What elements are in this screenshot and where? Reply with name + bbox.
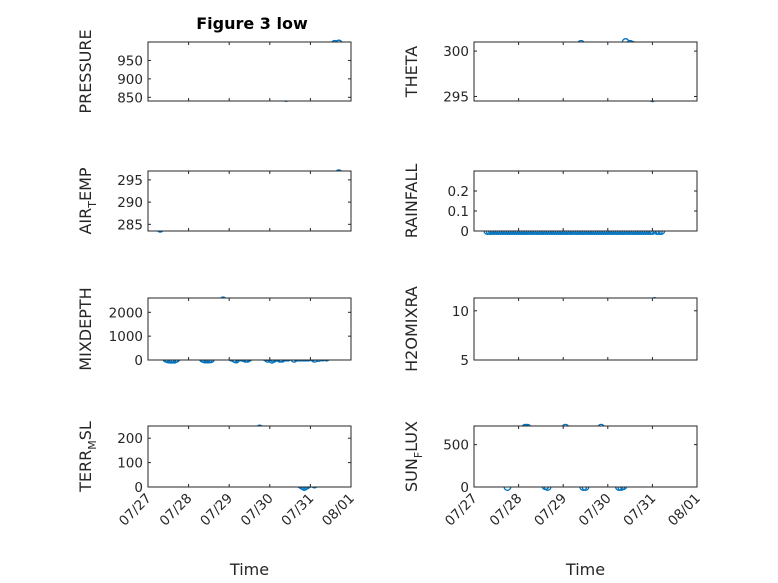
- y-tick-label: 1000: [109, 329, 143, 345]
- y-tick-label: 295: [117, 173, 143, 189]
- subplot-sun_flux: 0 500 SUNFLUX: [402, 421, 698, 496]
- axes-box: [147, 41, 352, 102]
- y-tick-label: 5: [460, 353, 469, 369]
- axes-box: [473, 170, 698, 232]
- y-axis-label: TERRMSL: [76, 421, 99, 493]
- y-axis-label: SUNFLUX: [402, 421, 425, 492]
- y-tick-label: 950: [117, 53, 143, 69]
- axes-box: [147, 297, 352, 361]
- subplot-mixdepth: 0 1000 2000 MIXDEPTH: [76, 287, 352, 371]
- tick-marks: [147, 42, 352, 101]
- x-axis-label: Time: [565, 560, 605, 579]
- subplot-h2omixra: 5 10 H2OMIXRA: [402, 286, 698, 372]
- x-tick-label: 08/01: [665, 491, 704, 530]
- axes-box: [473, 41, 698, 102]
- subplot-terr_msl: 0 100 200 TERRMSL: [76, 421, 352, 496]
- y-tick-label: 500: [443, 438, 469, 454]
- tick-marks: [147, 171, 352, 231]
- tick-marks: [147, 426, 352, 488]
- subplot-grid: 850 900 950 PRESSURE 295 300 THETA 285 290 295 AIR…: [76, 29, 704, 579]
- x-tick-label: 07/28: [487, 491, 526, 530]
- tick-marks: [473, 298, 698, 361]
- x-tick-label: 07/30: [576, 491, 615, 530]
- axes-box: [473, 425, 698, 488]
- x-tick-label: 07/29: [197, 491, 236, 530]
- y-tick-label: 285: [117, 217, 143, 233]
- y-axis-label: H2OMIXRA: [402, 286, 421, 372]
- tick-marks: [473, 426, 698, 488]
- subplot-air_temp: 285 290 295 AIRTEMP: [76, 167, 352, 235]
- y-axis-label: MIXDEPTH: [76, 287, 95, 370]
- tick-marks: [473, 171, 698, 232]
- y-tick-label: 100: [117, 456, 143, 472]
- y-axis-label: AIRTEMP: [76, 167, 99, 234]
- y-tick-label: 0: [460, 480, 469, 496]
- y-tick-label: 200: [117, 431, 143, 447]
- y-axis-label: THETA: [402, 46, 421, 98]
- y-tick-label: 295: [443, 89, 469, 105]
- subplot-theta: 295 300 THETA: [402, 38, 698, 105]
- y-tick-label: 0: [460, 224, 469, 240]
- x-tick-label: 07/29: [531, 491, 570, 530]
- x-tick-label: 07/31: [278, 491, 317, 530]
- x-tick-label: 07/28: [157, 491, 196, 530]
- tick-marks: [473, 42, 698, 101]
- tick-marks: [147, 298, 352, 361]
- y-tick-label: 0.1: [448, 204, 469, 220]
- y-tick-label: 10: [452, 304, 469, 320]
- y-tick-label: 0: [134, 353, 143, 369]
- x-tick-label: 07/31: [620, 491, 659, 530]
- x-tick-label: 07/27: [116, 491, 155, 530]
- figure-title: Figure 3 low: [196, 14, 308, 33]
- y-tick-label: 900: [117, 72, 143, 88]
- y-tick-label: 0: [134, 480, 143, 496]
- y-axis-label: RAINFALL: [402, 164, 421, 239]
- y-tick-label: 300: [443, 44, 469, 60]
- x-tick-label: 08/01: [319, 491, 358, 530]
- y-tick-label: 850: [117, 90, 143, 106]
- x-tick-label: 07/27: [442, 491, 481, 530]
- axes-box: [147, 170, 352, 232]
- y-tick-label: 290: [117, 195, 143, 211]
- y-tick-label: 2000: [109, 305, 143, 321]
- y-axis-label: PRESSURE: [76, 29, 95, 113]
- subplot-pressure: 850 900 950 PRESSURE: [76, 29, 352, 114]
- axes-box: [473, 297, 698, 361]
- subplot-rainfall: 0 0.1 0.2 RAINFALL: [402, 164, 698, 240]
- x-axis-label: Time: [229, 560, 269, 579]
- y-tick-label: 0.2: [448, 184, 469, 200]
- axes-box: [147, 425, 352, 488]
- x-tick-label: 07/30: [238, 491, 277, 530]
